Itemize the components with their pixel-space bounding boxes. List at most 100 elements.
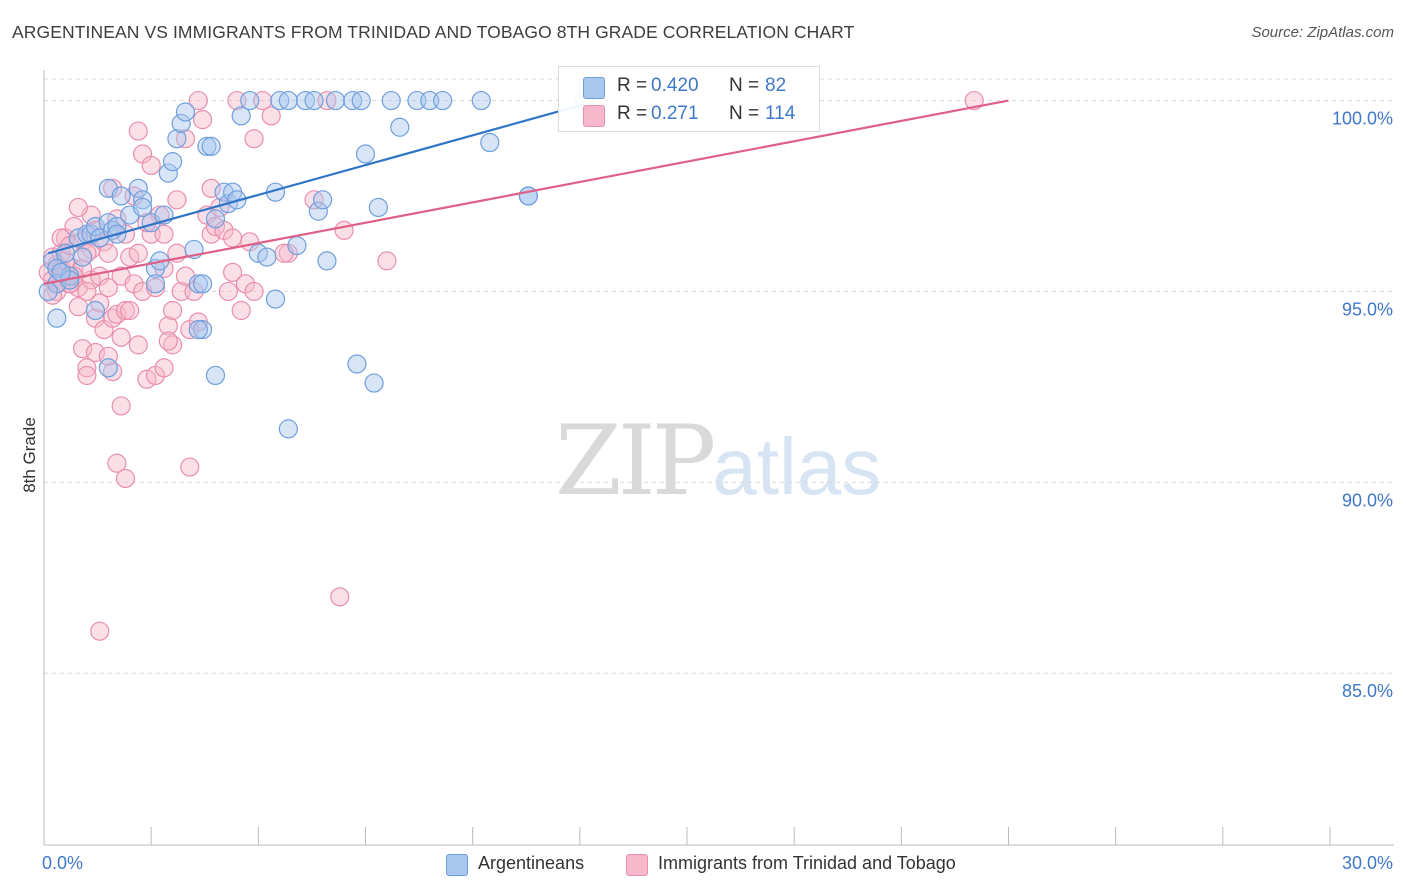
trinidad-point <box>120 300 140 321</box>
argentinean-point <box>313 190 333 210</box>
correlation-legend: R = 0.420 N = 82 R = 0.271 N = 114 <box>558 66 820 132</box>
argentinean-point <box>197 136 217 156</box>
argentinean-point <box>471 90 491 111</box>
argentinean-point <box>351 90 371 111</box>
y-axis-label: 8th Grade <box>20 417 39 493</box>
trinidad-point <box>90 621 110 641</box>
trinidad-point <box>72 339 93 359</box>
argentinean-point <box>132 190 153 210</box>
watermark: ZIPatlas <box>555 405 881 517</box>
argentinean-point <box>132 197 153 218</box>
argentinean-point <box>257 247 277 267</box>
legend-row-trinidad: R = 0.271 N = 114 <box>559 101 819 129</box>
argentinean-point <box>98 358 118 378</box>
legend-r-label: R = <box>617 75 648 96</box>
y-tick-label: 85.0% <box>1342 681 1393 701</box>
source-label: Source: ZipAtlas.com <box>1251 24 1394 41</box>
argentinean-point <box>265 289 286 309</box>
argentinean-point <box>85 300 106 321</box>
trinidad-point <box>98 346 118 366</box>
legend-n-value: 82 <box>765 75 787 96</box>
argentinean-point <box>167 129 187 149</box>
argentinean-point <box>171 113 191 134</box>
y-tick-label: 100.0% <box>1332 109 1393 129</box>
series-legend: Argentineans Immigrants from Trinidad an… <box>0 852 1406 878</box>
argentinean-point <box>205 209 226 229</box>
trinidad-point <box>77 358 97 378</box>
trinidad-point <box>128 243 148 263</box>
trinidad-point <box>261 106 281 126</box>
argentinean-point <box>231 106 251 126</box>
series-swatch-blue <box>446 854 468 876</box>
argentinean-point <box>364 373 384 393</box>
argentinean-point <box>188 320 208 340</box>
trinidad-point <box>334 220 354 240</box>
argentinean-point <box>368 197 388 218</box>
trinidad-point <box>223 228 243 248</box>
argentinean-point <box>287 236 307 256</box>
series-swatch-pink <box>626 854 648 876</box>
argentinean-point <box>145 274 166 294</box>
trinidad-point <box>111 396 131 416</box>
argentinean-point <box>308 201 328 221</box>
trinidad-point <box>244 281 264 302</box>
trinidad-point <box>115 300 136 321</box>
argentinean-point <box>278 419 298 439</box>
argentinean-point <box>107 216 127 237</box>
argentinean-point <box>193 274 213 294</box>
trinidad-point <box>231 300 251 321</box>
trinidad-point <box>98 278 118 298</box>
y-tick-label: 95.0% <box>1342 299 1393 319</box>
trinidad-trend-line <box>43 99 1009 285</box>
argentinean-point <box>163 152 183 172</box>
argentinean-point <box>47 308 67 328</box>
legend-r-label: R = <box>617 103 648 124</box>
trinidad-point <box>77 281 97 302</box>
argentinean-point <box>128 178 148 198</box>
trinidad-point <box>128 121 148 141</box>
trinidad-point <box>115 468 136 489</box>
trinidad-point <box>188 90 208 111</box>
series-label-argentineans: Argentineans <box>478 853 585 873</box>
trinidad-point <box>107 453 127 473</box>
argentinean-point <box>38 281 58 302</box>
trinidad-point <box>193 110 213 130</box>
legend-r-value: 0.271 <box>651 103 699 124</box>
trinidad-point <box>223 262 243 282</box>
trinidad-point <box>377 251 397 271</box>
trinidad-point <box>77 365 97 386</box>
argentinean-point <box>205 365 226 386</box>
argentinean-trend-line <box>47 103 585 255</box>
watermark-atlas: atlas <box>712 422 882 511</box>
argentinean-point <box>193 320 213 340</box>
trinidad-point <box>201 178 221 198</box>
legend-row-argentineans: R = 0.420 N = 82 <box>559 73 819 101</box>
trinidad-point <box>180 457 200 477</box>
trinidad-point <box>330 587 350 607</box>
legend-n-value: 114 <box>765 103 796 124</box>
y-tick-label: 90.0% <box>1342 490 1393 510</box>
trinidad-point <box>68 197 88 218</box>
x-tick-label: 0.0% <box>42 853 83 873</box>
argentinean-point <box>175 102 196 122</box>
argentinean-point <box>188 274 208 294</box>
argentinean-point <box>381 90 401 111</box>
argentinean-point <box>240 90 260 111</box>
legend-swatch-pink <box>583 105 605 127</box>
argentinean-point <box>347 354 367 374</box>
trinidad-point <box>244 129 264 149</box>
series-label-trinidad: Immigrants from Trinidad and Tobago <box>658 853 956 873</box>
legend-n-label: N = <box>729 75 760 96</box>
argentinean-point <box>317 251 337 271</box>
argentinean-point <box>111 186 131 206</box>
x-tick-label: 30.0% <box>1342 853 1393 873</box>
trinidad-point <box>158 331 178 351</box>
trinidad-point <box>111 327 131 347</box>
trinidad-point <box>167 190 187 210</box>
chart-title: ARGENTINEAN VS IMMIGRANTS FROM TRINIDAD … <box>12 22 855 42</box>
argentinean-point <box>433 90 453 111</box>
argentinean-point <box>480 132 500 153</box>
legend-swatch-blue <box>583 77 605 99</box>
argentinean-point <box>201 136 221 156</box>
